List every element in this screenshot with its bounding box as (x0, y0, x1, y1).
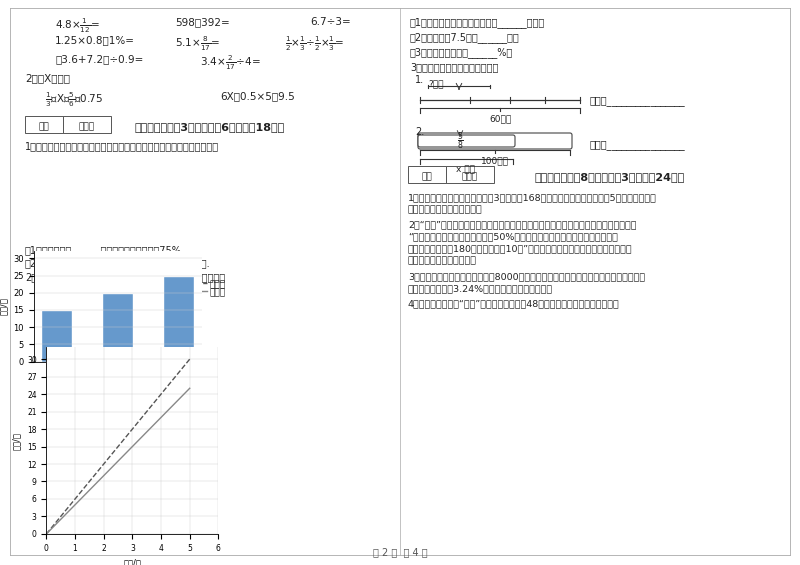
Text: 评卷人: 评卷人 (462, 172, 478, 181)
Text: 得分: 得分 (422, 172, 432, 181)
X-axis label: 长度/米: 长度/米 (123, 558, 142, 565)
Text: 3.4×$\frac{2}{17}$÷4=: 3.4×$\frac{2}{17}$÷4= (200, 54, 261, 72)
Text: $\frac{1}{2}$×$\frac{1}{3}$÷$\frac{1}{2}$×$\frac{1}{3}$=: $\frac{1}{2}$×$\frac{1}{3}$÷$\frac{1}{2}… (285, 35, 344, 54)
Text: 2．求X的值。: 2．求X的值。 (25, 73, 70, 83)
Text: 列式：________________: 列式：________________ (590, 96, 686, 106)
Y-axis label: 天数/天: 天数/天 (0, 298, 8, 315)
Text: 五、综合题（共3小题，每题6分，共计18分）: 五、综合题（共3小题，每题6分，共计18分） (135, 122, 285, 132)
Text: 1.: 1. (415, 75, 424, 85)
Text: 得分: 得分 (38, 122, 50, 131)
Text: （1）甲、乙合作______天可以完成这项工程的75%.: （1）甲、乙合作______天可以完成这项工程的75%. (25, 245, 185, 256)
Text: x 千米: x 千米 (457, 165, 475, 174)
Text: 售价。你若需要付180元，我只赚你10。”聪明的小丽考后，发现售货员说的话不可: 售价。你若需要付180元，我只赚你10。”聪明的小丽考后，发现售货员说的话不可 (408, 244, 633, 253)
Text: 1．一辆汽车从甲地开往乙地，前3小时行了168千米，照这样的速度又行了5小时，正好到乙: 1．一辆汽车从甲地开往乙地，前3小时行了168千米，照这样的速度又行了5小时，正… (408, 193, 657, 202)
Text: 降价前: 降价前 (209, 280, 225, 289)
Text: 1．如图是甲、乙、丙三人单独完成某项工程所需天数统计图，看图填空。: 1．如图是甲、乙、丙三人单独完成某项工程所需天数统计图，看图填空。 (25, 141, 219, 151)
FancyBboxPatch shape (418, 133, 572, 149)
Text: 6X－0.5×5＝9.5: 6X－0.5×5＝9.5 (220, 91, 294, 101)
Text: 4．六年级同学组织“六一”庆祝活动，需要给48名同学购买同样大小的矿泉水。: 4．六年级同学组织“六一”庆祝活动，需要给48名同学购买同样大小的矿泉水。 (408, 299, 620, 308)
Text: 100千米: 100千米 (481, 156, 509, 165)
Text: 1.25×0.8－1%=: 1.25×0.8－1%= (55, 35, 135, 45)
Text: 598－392=: 598－392= (175, 17, 230, 27)
Bar (102, 293, 133, 362)
Text: 2．图象表示一种彩带降价前后的长度与总价的关系，请根据图中信息填空。: 2．图象表示一种彩带降价前后的长度与总价的关系，请根据图中信息填空。 (25, 272, 225, 282)
Bar (42, 310, 72, 362)
Text: 信。请你通过计算来说明。: 信。请你通过计算来说明。 (408, 256, 477, 265)
Bar (63, 116, 111, 133)
Text: $\frac{1}{3}$：X＝$\frac{5}{6}$：0.75: $\frac{1}{3}$：X＝$\frac{5}{6}$：0.75 (45, 91, 103, 110)
Text: （1）降价前后，长度与总价都成______比例。: （1）降价前后，长度与总价都成______比例。 (410, 17, 546, 28)
Text: 2.: 2. (415, 127, 424, 137)
Text: 5.1×$\frac{8}{17}$=: 5.1×$\frac{8}{17}$= (175, 35, 220, 54)
Text: 6.7÷3=: 6.7÷3= (310, 17, 350, 27)
Text: 地。甲乙两地相距多少千米？: 地。甲乙两地相距多少千米？ (408, 205, 482, 214)
Text: （3.6+7.2）÷0.9=: （3.6+7.2）÷0.9= (55, 54, 143, 64)
Text: “我们儿童服装都是在进货价上加50%的利润标价的。这件衣服按标价的八折实: “我们儿童服装都是在进货价上加50%的利润标价的。这件衣服按标价的八折实 (408, 232, 618, 241)
Text: 六、应用题（共8小题，每题3分，共计24分）: 六、应用题（共8小题，每题3分，共计24分） (535, 172, 685, 182)
Bar (408, 166, 446, 183)
Text: 2．“六一”期间，小丽同妈妈去选购，在一家服装店看中了一件衣服，售货员对妈妈说：: 2．“六一”期间，小丽同妈妈去选购，在一家服装店看中了一件衣服，售货员对妈妈说： (408, 220, 637, 229)
Text: （3）这种彩带降价了______%。: （3）这种彩带降价了______%。 (410, 47, 514, 58)
Text: 列式：________________: 列式：________________ (590, 140, 686, 150)
Bar (163, 276, 194, 362)
Text: 第 2 页  共 4 页: 第 2 页 共 4 页 (373, 547, 427, 557)
Text: $\frac{5}{8}$: $\frac{5}{8}$ (457, 131, 463, 153)
Text: （2）降价前买7.5米需______元。: （2）降价前买7.5米需______元。 (410, 32, 520, 43)
Text: 3．小强的父母到银行给小强存了8000元三年期的整存整取教育储蓄，已知整存整取储蓄: 3．小强的父母到银行给小强存了8000元三年期的整存整取教育储蓄，已知整存整取储… (408, 272, 645, 281)
Text: 降价后: 降价后 (209, 288, 225, 297)
Text: 3．看图列算式或方程，不计算：: 3．看图列算式或方程，不计算： (410, 62, 498, 72)
Text: 4.8×$\frac{1}{12}$=: 4.8×$\frac{1}{12}$= (55, 17, 100, 36)
Text: 三年期的年利率为3.24%，到期可得本息共多少元？: 三年期的年利率为3.24%，到期可得本息共多少元？ (408, 284, 553, 293)
FancyBboxPatch shape (418, 135, 515, 147)
Text: （2）先由甲做3天，剩下的工程由丙接着做，还要______天完成.: （2）先由甲做3天，剩下的工程由丙接着做，还要______天完成. (25, 258, 210, 269)
Text: ?千克: ?千克 (428, 79, 443, 88)
Bar (25, 116, 63, 133)
Text: 评卷人: 评卷人 (79, 122, 95, 131)
Y-axis label: 总价/元: 总价/元 (12, 432, 22, 450)
Bar (446, 166, 494, 183)
Text: 60千克: 60千克 (489, 114, 511, 123)
